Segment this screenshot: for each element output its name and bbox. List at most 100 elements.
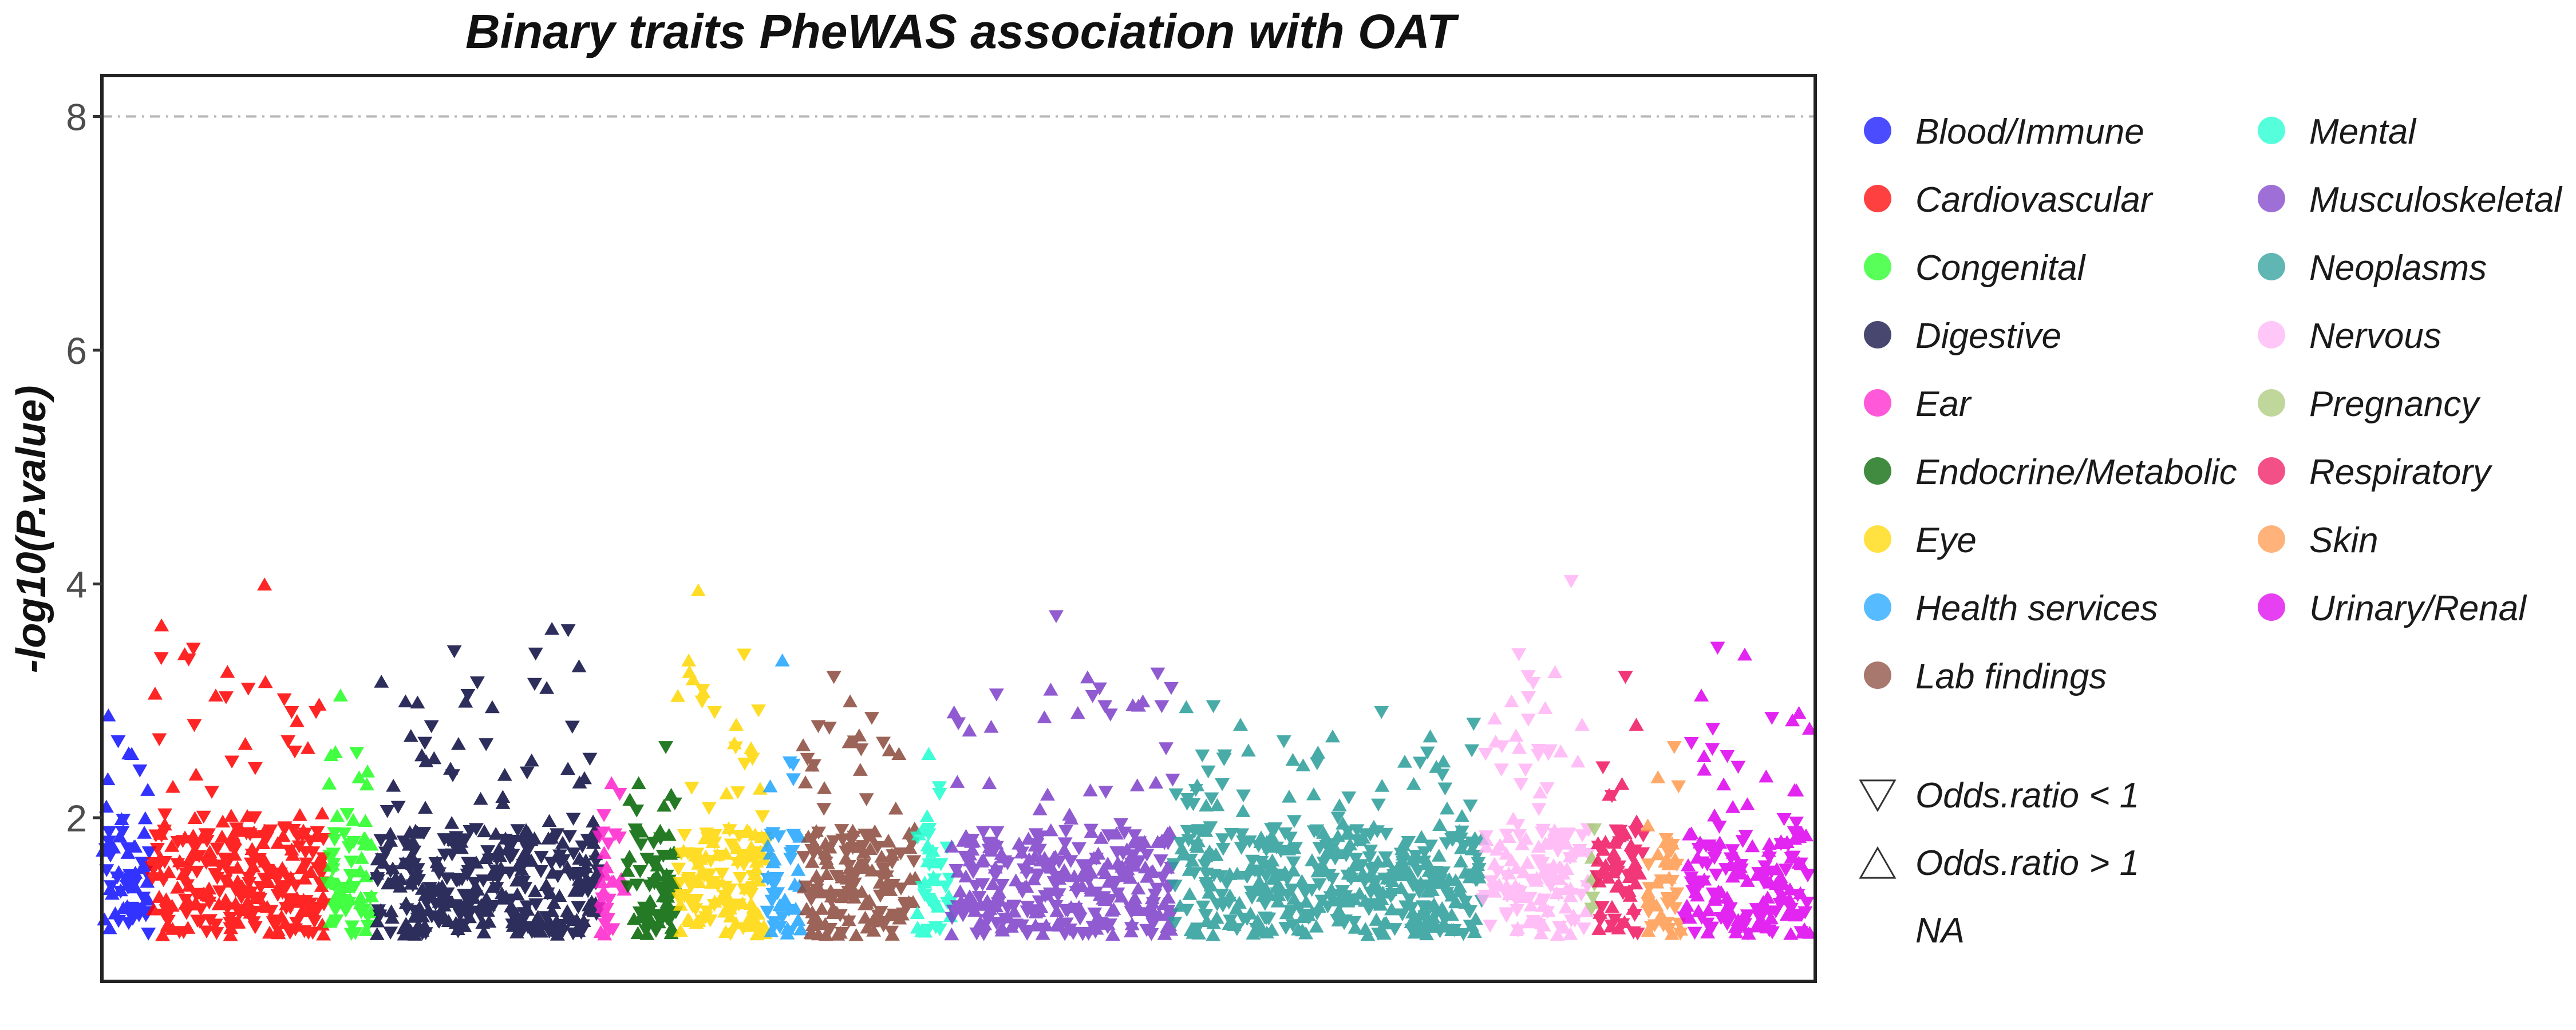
data-point xyxy=(1536,893,1552,907)
data-point xyxy=(1149,882,1165,896)
data-point xyxy=(1338,890,1353,904)
data-point xyxy=(746,849,761,863)
data-point xyxy=(1376,926,1392,940)
data-point xyxy=(852,763,868,776)
data-point xyxy=(1255,922,1270,936)
legend-label: Lab findings xyxy=(1915,657,2107,696)
data-point xyxy=(323,748,339,762)
data-point xyxy=(1453,854,1468,867)
data-point xyxy=(516,859,531,872)
data-point xyxy=(804,855,820,868)
data-point-peak xyxy=(1526,676,1541,690)
data-point-peak xyxy=(707,706,722,719)
data-point xyxy=(633,838,649,852)
data-point-peak xyxy=(1233,718,1249,731)
data-point xyxy=(278,902,294,915)
data-point xyxy=(1417,846,1432,859)
legend-item: Lab findings xyxy=(1864,657,2107,696)
data-point xyxy=(1694,856,1710,870)
data-point xyxy=(1722,902,1738,916)
data-point xyxy=(1439,801,1455,815)
data-point xyxy=(1306,787,1321,801)
data-point xyxy=(1374,892,1389,906)
data-point xyxy=(247,811,262,825)
data-point xyxy=(374,675,389,688)
data-point xyxy=(823,923,838,936)
data-point xyxy=(1478,830,1494,843)
data-point xyxy=(902,872,918,885)
data-point xyxy=(196,810,211,824)
data-point xyxy=(1783,902,1799,916)
data-point xyxy=(343,869,358,882)
data-point xyxy=(851,728,867,742)
data-point xyxy=(597,918,613,932)
data-point xyxy=(1762,851,1777,865)
data-point xyxy=(1008,873,1024,886)
data-point xyxy=(1347,858,1362,871)
data-point xyxy=(1242,862,1257,876)
legend-item: Urinary/Renal xyxy=(2258,589,2527,628)
legend-swatch xyxy=(2258,321,2285,348)
data-point xyxy=(278,916,293,929)
data-point xyxy=(1217,749,1232,763)
data-point-peak xyxy=(1070,706,1085,719)
data-point xyxy=(983,843,998,857)
data-point xyxy=(1560,829,1575,842)
data-point xyxy=(1286,856,1301,870)
data-point xyxy=(1032,802,1048,815)
data-point xyxy=(1429,760,1444,773)
data-point xyxy=(1160,861,1175,874)
data-point xyxy=(1577,843,1592,857)
data-point xyxy=(1467,925,1482,938)
data-point xyxy=(542,925,557,939)
data-point xyxy=(1357,828,1373,841)
data-point xyxy=(1098,866,1113,880)
data-point xyxy=(280,735,296,748)
data-point-peak xyxy=(690,583,706,597)
data-point xyxy=(505,849,520,862)
data-point xyxy=(944,927,959,941)
data-point xyxy=(351,770,367,783)
data-point xyxy=(994,920,1010,934)
data-point xyxy=(1125,698,1140,712)
data-point xyxy=(1043,823,1058,837)
data-point xyxy=(357,904,372,917)
data-point xyxy=(1261,912,1277,926)
data-point xyxy=(771,830,787,843)
data-point xyxy=(1611,877,1626,891)
data-point xyxy=(1598,858,1613,871)
data-point xyxy=(246,916,261,929)
data-point xyxy=(882,908,897,922)
data-point xyxy=(432,884,448,897)
data-points xyxy=(96,575,1818,941)
data-point xyxy=(1518,763,1533,777)
data-point xyxy=(267,914,282,928)
data-point xyxy=(1020,925,1035,938)
data-point xyxy=(562,830,577,843)
data-point xyxy=(560,904,575,917)
data-point xyxy=(826,835,841,849)
data-point xyxy=(1517,890,1532,904)
data-point xyxy=(1123,924,1139,938)
data-point xyxy=(1295,758,1311,771)
data-point xyxy=(953,884,968,898)
data-point xyxy=(359,777,374,791)
shape-legend-label: Odds.ratio > 1 xyxy=(1915,843,2139,883)
series-congenital xyxy=(319,688,380,941)
data-point xyxy=(1084,865,1099,879)
data-point xyxy=(1210,898,1225,912)
data-point xyxy=(1516,865,1531,878)
data-point xyxy=(458,694,473,708)
data-point xyxy=(1640,818,1656,832)
data-point xyxy=(1331,913,1346,926)
data-point xyxy=(206,853,222,867)
data-point xyxy=(218,691,234,704)
data-point xyxy=(723,928,738,941)
data-point xyxy=(1397,754,1412,768)
data-point xyxy=(244,885,260,898)
data-point xyxy=(839,871,855,885)
data-point xyxy=(488,864,503,878)
data-point xyxy=(1163,682,1179,695)
data-point xyxy=(1210,798,1225,811)
data-point xyxy=(1384,902,1400,916)
